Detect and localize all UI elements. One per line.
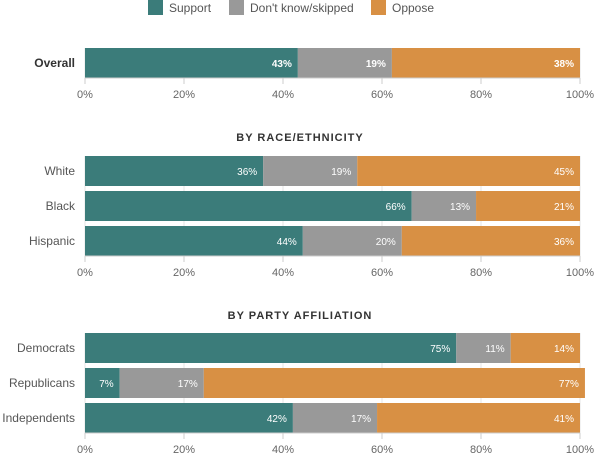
bar-segment-support (85, 191, 412, 221)
row-label: Hispanic (29, 234, 75, 248)
data-label: 19% (331, 167, 351, 178)
legend-label-1: Don't know/skipped (250, 1, 354, 15)
x-tick-label: 20% (173, 267, 195, 279)
legend-label-2: Oppose (392, 1, 434, 15)
row-label: Republicans (9, 376, 75, 390)
data-label: 42% (267, 414, 287, 425)
x-tick-label: 80% (470, 89, 492, 101)
bar-segment-don-t-know-skipped (456, 333, 511, 363)
data-label: 75% (430, 344, 450, 355)
bar-segment-oppose (510, 333, 580, 363)
x-tick-label: 60% (371, 444, 393, 456)
bar-segment-don-t-know-skipped (292, 403, 378, 433)
x-tick-label: 40% (272, 444, 294, 456)
x-tick-label: 100% (566, 267, 594, 279)
row-label: Black (46, 199, 76, 213)
x-tick-label: 20% (173, 444, 195, 456)
bar-segment-support (85, 403, 293, 433)
bar-segment-don-t-know-skipped (302, 226, 402, 256)
x-tick-label: 0% (77, 444, 93, 456)
data-label: 20% (376, 237, 396, 248)
row-label: Independents (2, 411, 75, 425)
bar-segment-support (85, 368, 120, 398)
section-title: BY PARTY AFFILIATION (228, 310, 373, 322)
data-label: 45% (554, 167, 574, 178)
data-label: 36% (237, 167, 257, 178)
x-tick-label: 40% (272, 89, 294, 101)
legend-label-0: Support (169, 1, 212, 15)
data-label: 77% (559, 379, 579, 390)
bar-segment-don-t-know-skipped (119, 368, 204, 398)
bar-segment-oppose (203, 368, 585, 398)
x-tick-label: 40% (272, 267, 294, 279)
x-tick-label: 20% (173, 89, 195, 101)
legend-swatch-2 (371, 0, 386, 15)
data-label: 13% (450, 202, 470, 213)
bar-segment-oppose (401, 226, 580, 256)
legend-swatch-1 (229, 0, 244, 15)
data-label: 7% (99, 379, 114, 390)
data-label: 36% (554, 237, 574, 248)
bar-segment-oppose (377, 403, 580, 433)
row-label: Democrats (17, 341, 75, 355)
x-tick-label: 0% (77, 267, 93, 279)
row-label: Overall (34, 56, 75, 70)
x-tick-label: 80% (470, 267, 492, 279)
x-tick-label: 100% (566, 89, 594, 101)
legend-swatch-0 (148, 0, 163, 15)
section-title: BY RACE/ETHNICITY (236, 132, 363, 144)
data-label: 14% (554, 344, 574, 355)
data-label: 17% (351, 414, 371, 425)
bar-segment-don-t-know-skipped (297, 48, 392, 78)
bar-segment-oppose (391, 48, 580, 78)
data-label: 11% (485, 344, 504, 355)
bar-segment-don-t-know-skipped (411, 191, 477, 221)
data-label: 19% (366, 59, 386, 70)
bar-segment-support (85, 333, 457, 363)
bar-segment-don-t-know-skipped (263, 156, 358, 186)
bar-segment-support (85, 156, 264, 186)
data-label: 38% (554, 59, 574, 70)
data-label: 43% (272, 59, 292, 70)
bar-segment-support (85, 226, 303, 256)
bar-segment-support (85, 48, 298, 78)
x-tick-label: 60% (371, 89, 393, 101)
data-label: 41% (554, 414, 574, 425)
x-tick-label: 100% (566, 444, 594, 456)
data-label: 21% (554, 202, 574, 213)
data-label: 44% (277, 237, 297, 248)
data-label: 66% (386, 202, 406, 213)
row-label: White (44, 164, 75, 178)
x-tick-label: 80% (470, 444, 492, 456)
data-label: 17% (178, 379, 198, 390)
x-tick-label: 0% (77, 89, 93, 101)
x-tick-label: 60% (371, 267, 393, 279)
bar-segment-oppose (357, 156, 580, 186)
bar-segment-oppose (476, 191, 580, 221)
